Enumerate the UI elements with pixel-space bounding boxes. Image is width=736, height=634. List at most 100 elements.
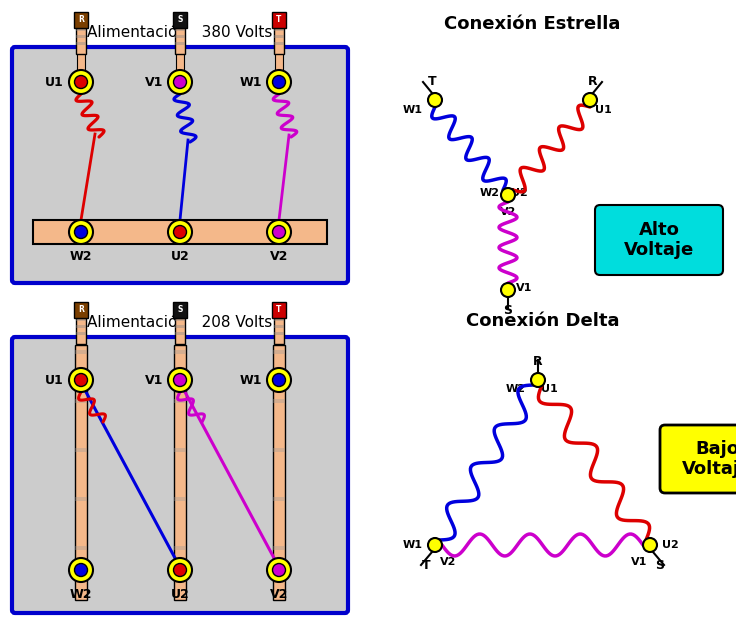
Text: R: R [533,355,543,368]
Bar [274,325,284,328]
Bar [175,42,185,45]
Circle shape [428,538,442,552]
Circle shape [174,373,186,387]
FancyBboxPatch shape [12,47,348,283]
FancyBboxPatch shape [660,425,736,493]
Bar [76,318,86,321]
Bar [274,318,284,321]
Circle shape [174,226,186,238]
Text: V1: V1 [516,283,532,293]
Bar [272,302,286,318]
Circle shape [501,283,515,297]
Text: V2: V2 [270,250,289,263]
Bar [274,28,284,31]
Bar [74,302,88,318]
Bar [76,35,86,38]
Bar [176,50,184,82]
Text: W2: W2 [480,188,500,198]
Text: S: S [655,559,664,572]
Text: V1: V1 [145,75,163,89]
Text: T: T [276,306,282,314]
Bar [173,302,187,318]
Bar [175,28,185,31]
Circle shape [69,558,93,582]
Circle shape [74,75,88,89]
Text: U2: U2 [511,188,528,198]
Text: V2: V2 [440,557,456,567]
Text: R: R [588,75,598,88]
Bar [76,42,86,45]
Circle shape [272,226,286,238]
Bar [175,325,185,328]
Circle shape [168,368,192,392]
Circle shape [531,373,545,387]
Bar [74,12,88,28]
Text: S: S [177,306,183,314]
Circle shape [74,564,88,576]
Bar [273,345,285,600]
Circle shape [267,368,291,392]
Text: U2: U2 [662,540,679,550]
Text: Alimentación   380 Volts: Alimentación 380 Volts [88,25,272,40]
Circle shape [501,188,515,202]
Circle shape [74,226,88,238]
Text: S: S [177,15,183,25]
Text: S: S [503,304,512,317]
Circle shape [267,558,291,582]
Bar [274,332,284,335]
Text: U2: U2 [171,250,189,263]
Circle shape [174,75,186,89]
Text: Alto
Voltaje: Alto Voltaje [624,221,694,259]
Bar [77,50,85,82]
Bar [272,12,286,28]
Bar [274,42,284,45]
Circle shape [267,220,291,244]
Bar [75,546,87,550]
Bar [274,318,284,344]
Bar [76,318,86,344]
Circle shape [272,373,286,387]
Text: U1: U1 [541,384,558,394]
Circle shape [74,373,88,387]
Circle shape [174,564,186,576]
Bar [174,448,186,452]
Bar [273,350,285,354]
Text: W2: W2 [70,250,92,263]
Circle shape [69,368,93,392]
Bar [175,28,185,54]
Bar [75,497,87,501]
Bar [273,546,285,550]
Text: U1: U1 [595,105,612,115]
Bar [275,50,283,82]
Text: W1: W1 [239,75,262,89]
Circle shape [272,75,286,89]
Circle shape [267,70,291,94]
Bar [274,28,284,54]
Text: W1: W1 [403,105,423,115]
Text: R: R [78,15,84,25]
Text: V1: V1 [631,557,647,567]
Text: T: T [428,75,436,88]
Text: R: R [78,306,84,314]
Circle shape [272,564,286,576]
Text: W1: W1 [239,373,262,387]
Circle shape [168,220,192,244]
Text: V2: V2 [500,207,516,217]
Bar [175,318,185,321]
Text: V1: V1 [145,373,163,387]
Bar [76,332,86,335]
Text: W1: W1 [403,540,423,550]
Bar [174,497,186,501]
Circle shape [428,93,442,107]
Circle shape [583,93,597,107]
Bar [76,28,86,31]
FancyBboxPatch shape [12,337,348,613]
Bar [75,345,87,600]
Text: U1: U1 [45,75,64,89]
Bar [273,448,285,452]
Bar [75,399,87,403]
Circle shape [69,70,93,94]
Bar [273,399,285,403]
Circle shape [168,558,192,582]
Bar [174,350,186,354]
